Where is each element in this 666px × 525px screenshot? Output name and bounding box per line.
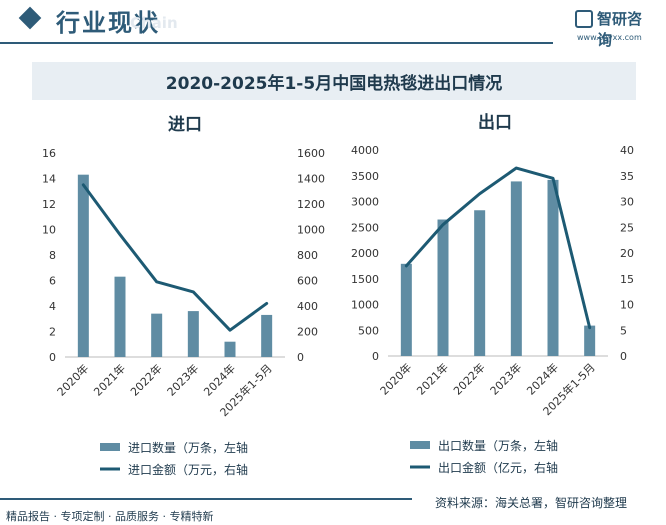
export-right-tick-label: 40 [620, 144, 634, 157]
export-amount-line [404, 166, 592, 330]
import-legend-bar-swatch [100, 443, 120, 451]
export-left-tick-label: 1500 [351, 273, 379, 286]
import-right-tick-label: 1200 [297, 198, 325, 211]
export-legend-bar-label: 出口数量（万条，左轴 [438, 438, 558, 453]
import-left-tick-label: 6 [49, 275, 56, 288]
import-legend-bar-label: 进口数量（万条，左轴 [128, 440, 248, 455]
footer-tagline: 精品报告 · 专项定制 · 品质服务 · 专精特新 [6, 510, 214, 523]
export-legend-line-label: 出口金额（亿元，右轴 [438, 460, 558, 475]
import-bar [187, 311, 199, 357]
logo-url: www.chyxx.com [577, 33, 642, 42]
export-chart-title: 出口 [478, 112, 512, 133]
export-category-label: 2021年 [414, 360, 451, 397]
import-bar [151, 313, 163, 357]
footer: 精品报告 · 专项定制 · 品质服务 · 专精特新 资料来源：海关总署，智研咨询… [0, 496, 666, 525]
brand-logo: 智研咨询 www.chyxx.com [575, 8, 655, 49]
chart-main-title: 2020-2025年1-5月中国电热毯进出口情况 [165, 74, 503, 94]
export-bar [437, 219, 449, 356]
import-bar [114, 276, 126, 357]
header: 行业现状 Chain [0, 0, 666, 44]
export-category-label: 2022年 [450, 360, 487, 397]
export-left-tick-label: 2000 [351, 247, 379, 260]
title-band: 2020-2025年1-5月中国电热毯进出口情况 [32, 62, 636, 100]
export-right-tick-label: 25 [620, 221, 634, 234]
export-left-tick-label: 500 [358, 324, 379, 337]
export-right-tick-label: 30 [620, 196, 634, 209]
export-left-tick-label: 4000 [351, 144, 379, 157]
export-left-tick-label: 1000 [351, 299, 379, 312]
export-bar [547, 179, 559, 356]
export-left-tick-label: 3500 [351, 170, 379, 183]
import-legend-line-label: 进口金额（万元，右轴 [128, 462, 248, 477]
export-right-tick-label: 15 [620, 273, 634, 286]
import-right-tick-label: 1600 [297, 147, 325, 160]
source-note: 资料来源：海关总署，智研咨询整理 [435, 496, 628, 510]
export-bar [474, 210, 486, 356]
import-left-tick-label: 10 [42, 224, 56, 237]
import-left-tick-label: 12 [42, 198, 56, 211]
export-right-tick-label: 35 [620, 170, 634, 183]
import-category-label: 2024年 [201, 361, 238, 398]
import-right-tick-label: 1000 [297, 224, 325, 237]
export-left-tick-label: 0 [372, 350, 379, 363]
import-left-tick-label: 4 [49, 300, 56, 313]
import-category-label: 2022年 [127, 361, 164, 398]
import-left-tick-label: 2 [49, 326, 56, 339]
export-right-tick-label: 5 [620, 324, 627, 337]
import-left-tick-label: 16 [42, 147, 56, 160]
export-right-tick-label: 20 [620, 247, 634, 260]
import-amount-line [81, 183, 269, 332]
import-category-label: 2021年 [91, 361, 128, 398]
export-category-label: 2020年 [377, 360, 414, 397]
export-category-label: 2024年 [524, 360, 561, 397]
import-bar [77, 174, 89, 357]
import-left-tick-label: 8 [49, 249, 56, 262]
export-category-label: 2023年 [487, 360, 524, 397]
export-bar [510, 181, 522, 356]
watermark-text: Chain [130, 14, 178, 32]
logo-icon [575, 10, 593, 28]
import-right-tick-label: 400 [297, 300, 318, 313]
import-category-label: 2020年 [54, 361, 91, 398]
export-bar [584, 325, 596, 356]
import-left-tick-label: 14 [42, 173, 56, 186]
import-right-tick-label: 1400 [297, 173, 325, 186]
header-divider [0, 42, 553, 44]
import-right-tick-label: 600 [297, 275, 318, 288]
import-category-label: 2023年 [164, 361, 201, 398]
export-left-tick-label: 2500 [351, 221, 379, 234]
import-bar [261, 314, 273, 357]
import-right-tick-label: 0 [297, 351, 304, 364]
import-bar [224, 341, 236, 357]
import-chart-title: 进口 [168, 115, 202, 135]
export-left-tick-label: 3000 [351, 196, 379, 209]
import-right-tick-label: 800 [297, 249, 318, 262]
import-left-tick-label: 0 [49, 351, 56, 364]
export-right-tick-label: 0 [620, 350, 627, 363]
import-right-tick-label: 200 [297, 326, 318, 339]
section-title: 行业现状 [56, 9, 160, 37]
footer-divider [0, 498, 412, 500]
logo-name: 智研咨询 [597, 10, 643, 49]
export-legend-bar-swatch [410, 441, 430, 449]
export-right-tick-label: 10 [620, 299, 634, 312]
export-bar [400, 263, 412, 356]
